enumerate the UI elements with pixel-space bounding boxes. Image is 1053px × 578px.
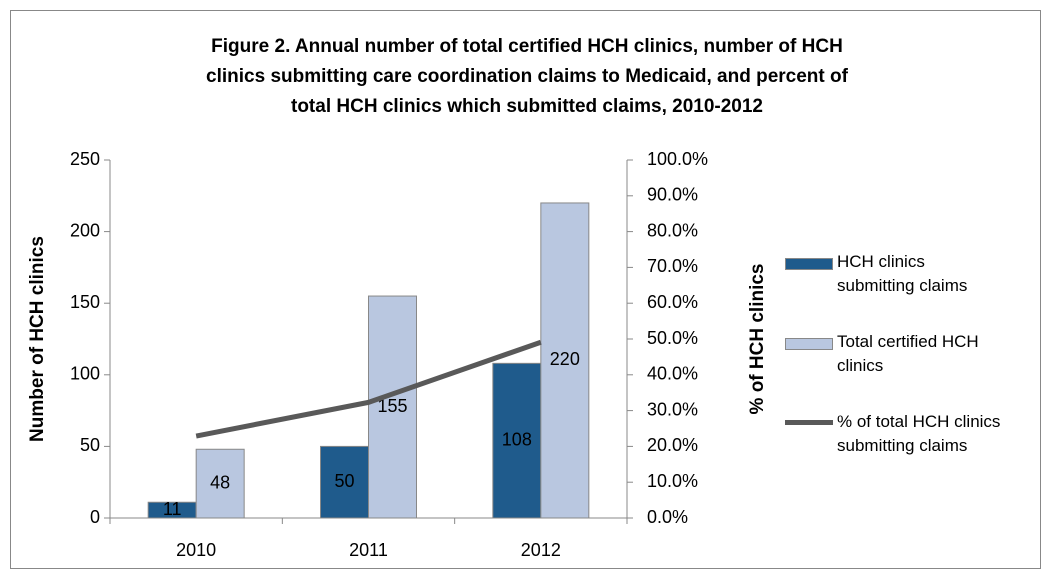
chart-title: total HCH clinics which submitted claims… — [291, 96, 763, 117]
legend-entry: % of total HCH clinics submitting claims — [785, 410, 1053, 458]
y-tick-label: 200 — [70, 220, 100, 240]
y2-tick-label: 20.0% — [647, 435, 698, 455]
data-label: 108 — [502, 429, 532, 449]
y2-tick-label: 40.0% — [647, 364, 698, 384]
y2-tick-label: 80.0% — [647, 220, 698, 240]
data-label: 50 — [334, 471, 354, 491]
y2-tick-label: 100.0% — [647, 149, 708, 169]
legend-label: HCH clinics submitting claims — [837, 252, 968, 295]
y2-tick-label: 10.0% — [647, 471, 698, 491]
y2-axis-title: % of HCH clinics — [747, 264, 768, 415]
bar — [492, 362, 542, 519]
legend-label: Total certified HCH clinics — [837, 332, 979, 375]
legend-entry: HCH clinics submitting claims — [785, 250, 1002, 298]
bar — [195, 448, 245, 519]
data-label: 220 — [550, 349, 580, 369]
chart-title: Figure 2. Annual number of total certifi… — [211, 36, 843, 57]
y2-tick-label: 30.0% — [647, 399, 698, 419]
y2-tick-label: 60.0% — [647, 292, 698, 312]
y-tick-label: 250 — [70, 149, 100, 169]
legend-swatch — [785, 420, 833, 425]
bar — [368, 295, 417, 519]
legend-label: % of total HCH clinics submitting claims — [837, 412, 1001, 455]
y-tick-label: 100 — [70, 364, 100, 384]
y-tick-label: 0 — [90, 507, 100, 527]
data-label: 155 — [377, 396, 407, 416]
x-tick-label: 2011 — [349, 540, 388, 560]
legend-swatch — [785, 338, 833, 350]
legend-swatch — [785, 258, 833, 270]
y-axis-title: Number of HCH clinics — [27, 236, 48, 442]
line — [195, 339, 542, 439]
x-tick-label: 2010 — [176, 540, 216, 560]
y-tick-label: 50 — [80, 435, 100, 455]
y-tick-label: 150 — [70, 292, 100, 312]
y2-tick-label: 0.0% — [647, 507, 688, 527]
y2-tick-label: 90.0% — [647, 185, 698, 205]
data-label: 11 — [163, 499, 182, 519]
data-label: 48 — [210, 472, 230, 492]
chart-title: clinics submitting care coordination cla… — [206, 66, 849, 87]
legend-entry: Total certified HCH clinics — [785, 330, 1027, 378]
y2-tick-label: 50.0% — [647, 328, 698, 348]
bar — [540, 202, 590, 519]
y2-tick-label: 70.0% — [647, 256, 698, 276]
x-tick-label: 2012 — [521, 540, 561, 560]
